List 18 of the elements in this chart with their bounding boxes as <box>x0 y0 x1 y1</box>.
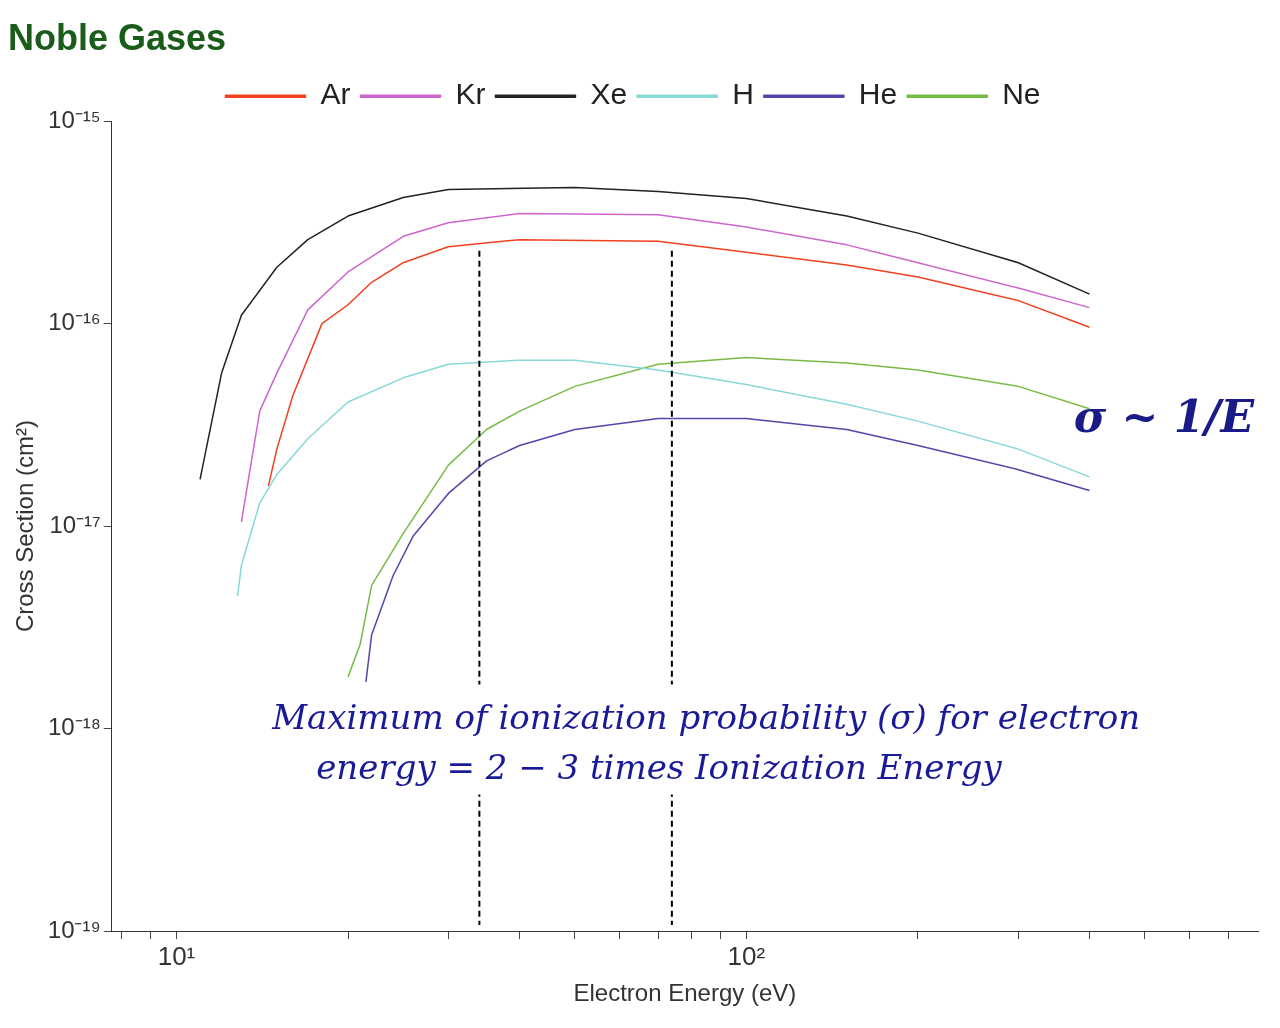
annotation: σ ~ 1/E <box>1073 391 1256 443</box>
x-axis-title: Electron Energy (eV) <box>573 979 797 1007</box>
legend-label: Kr <box>455 77 486 111</box>
legend-label: Ar <box>320 77 351 111</box>
y-axis-title: Cross Section (cm²) <box>11 420 39 633</box>
chart-title: Noble Gases <box>8 16 227 58</box>
x-tick-label: 10¹ <box>157 940 196 971</box>
y-tick-label: 10⁻¹⁷ <box>49 510 101 538</box>
legend-label: He <box>858 77 898 111</box>
y-tick-label: 10⁻¹⁶ <box>48 308 101 336</box>
y-tick-label: 10⁻¹⁵ <box>48 105 101 133</box>
legend-label: Ne <box>1002 77 1041 111</box>
legend-label: H <box>732 77 754 111</box>
x-tick-label: 10² <box>727 940 766 971</box>
y-tick-label: 10⁻¹⁸ <box>47 713 101 741</box>
annotation: Maximum of ionization probability (σ) for electron energy = 2 − 3 times Ionization Energy <box>271 697 1141 788</box>
y-tick-label: 10⁻¹⁹ <box>47 915 101 943</box>
legend-label: Xe <box>590 77 628 111</box>
